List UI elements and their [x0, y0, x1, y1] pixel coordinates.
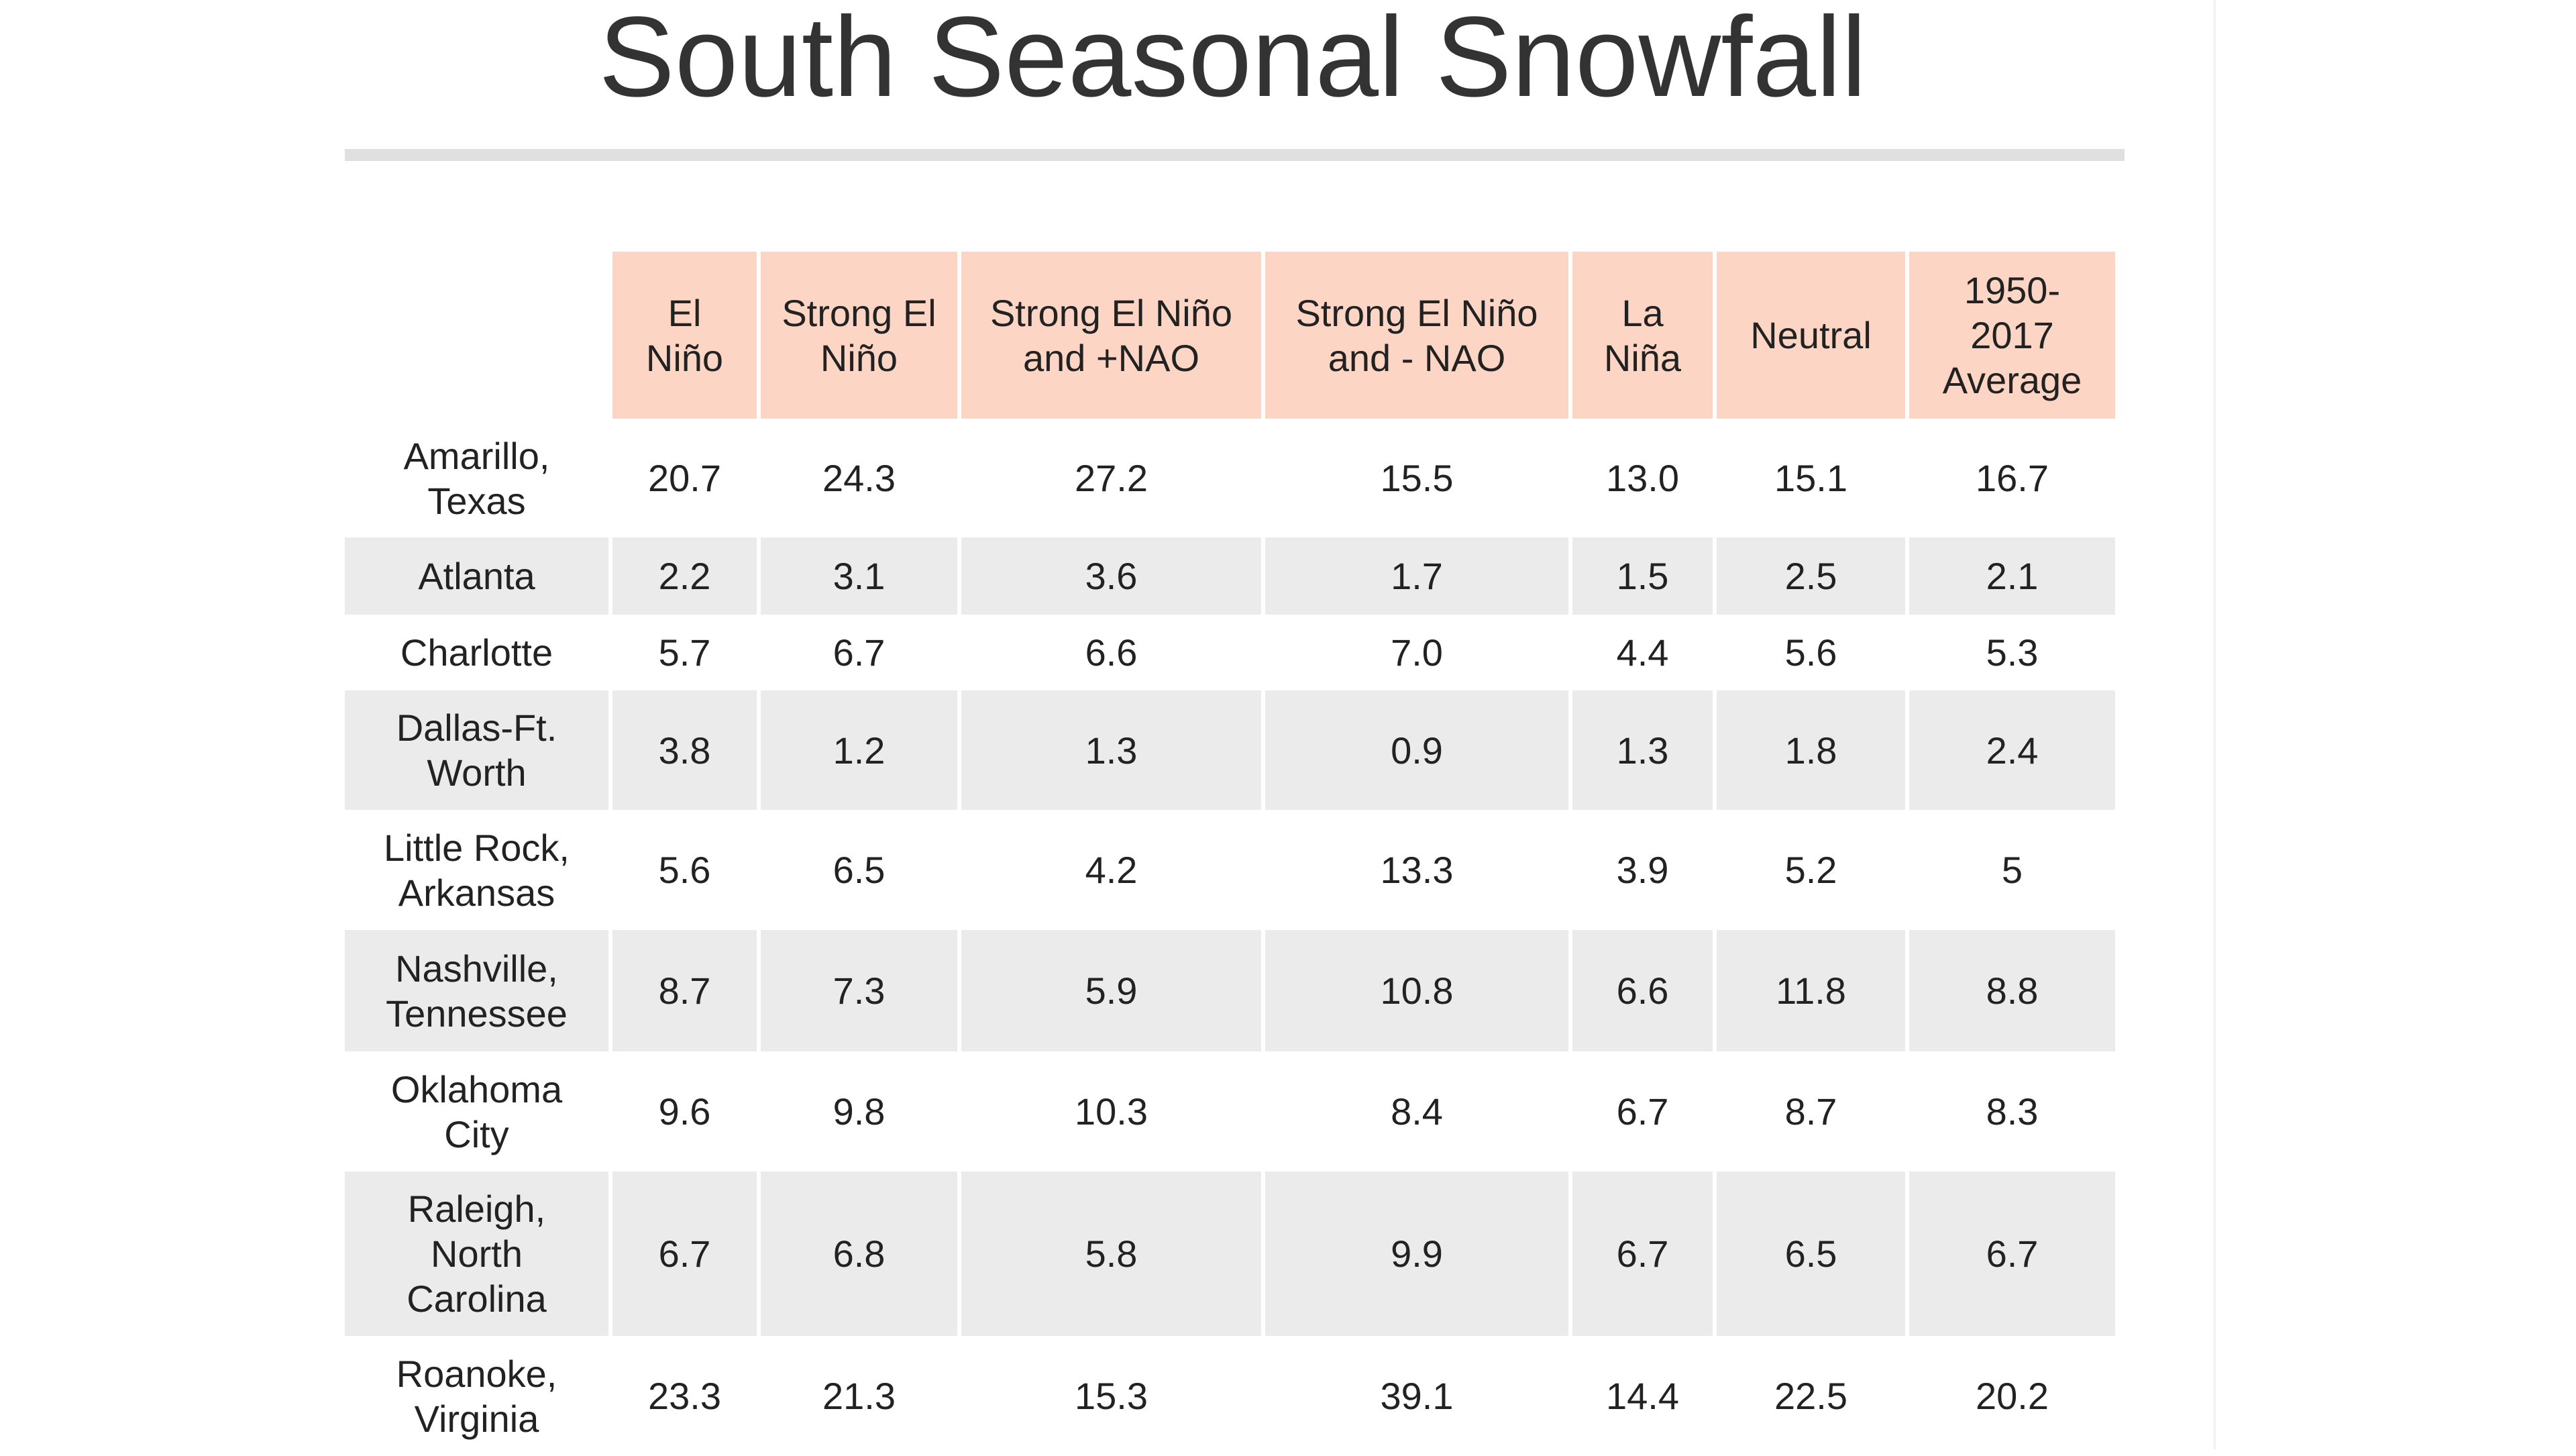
table-cell: 11.8: [1717, 930, 1905, 1051]
table-cell: 3.6: [961, 537, 1261, 615]
table-cell: 6.5: [1717, 1172, 1905, 1336]
table-cell: 2.2: [612, 537, 757, 615]
table-cell: 6.6: [1572, 930, 1713, 1051]
row-label: Oklahoma City: [390, 1068, 563, 1155]
table-cell: 3.1: [761, 537, 957, 615]
table-cell: 9.9: [1265, 1172, 1568, 1336]
table-cell: 15.1: [1774, 457, 1847, 499]
row-label: Amarillo, Texas: [403, 434, 550, 522]
table-cell: 1.7: [1265, 537, 1568, 615]
table-cell: 5.6: [1784, 631, 1837, 674]
table-cell: 8.3: [1986, 1090, 2039, 1133]
table-cell: 1.3: [961, 690, 1261, 810]
table-cell: 1.8: [1717, 690, 1905, 810]
table-cell: 1.5: [1572, 537, 1713, 615]
page-edge: [2214, 0, 2216, 1449]
table-cell: 10.3: [1075, 1090, 1148, 1133]
title: South Seasonal Snowfall: [598, 0, 1867, 121]
table-cell: 6.6: [1085, 631, 1138, 674]
table-cell: 8.7: [612, 930, 757, 1051]
table-cell: 0.9: [1265, 690, 1568, 810]
table-cell: 20.2: [1976, 1375, 2049, 1417]
table-cell: 3.9: [1616, 849, 1669, 891]
table-cell: 21.3: [822, 1375, 896, 1417]
row-label: Atlanta: [345, 537, 608, 615]
table-cell: 5.2: [1784, 849, 1837, 891]
table-cell: 6.7: [612, 1172, 757, 1336]
table-cell: 8.7: [1784, 1090, 1837, 1133]
table-cell: 5.6: [658, 849, 711, 891]
table-cell: 5.8: [961, 1172, 1261, 1336]
table-cell: 10.8: [1265, 930, 1568, 1051]
table-cell: 8.4: [1391, 1090, 1443, 1133]
divider: [345, 149, 2125, 161]
column-header: 1950-2017 Average: [1909, 252, 2115, 419]
table-cell: 1.3: [1572, 690, 1713, 810]
table-cell: 7.3: [761, 930, 957, 1051]
row-label: Roanoke, Virginia: [396, 1352, 557, 1440]
row-label: Nashville, Tennessee: [345, 930, 608, 1051]
table-cell: 13.0: [1606, 457, 1679, 499]
table-cell: 6.5: [833, 849, 885, 891]
table-cell: 5.9: [961, 930, 1261, 1051]
table-cell: 7.0: [1391, 631, 1443, 674]
table-cell: 3.8: [612, 690, 757, 810]
column-header: La Niña: [1572, 252, 1713, 419]
row-label: Dallas-Ft. Worth: [345, 690, 608, 810]
table-cell: 6.7: [1909, 1172, 2115, 1336]
column-header: Strong El Niño and - NAO: [1265, 252, 1568, 419]
table-cell: 5.7: [658, 631, 711, 674]
table-cell: 39.1: [1380, 1375, 1454, 1417]
table-cell: 8.8: [1909, 930, 2115, 1051]
table-cell: 6.7: [833, 631, 885, 674]
column-header: El Niño: [612, 252, 757, 419]
table-cell: 22.5: [1774, 1375, 1847, 1417]
table-cell: 2.4: [1909, 690, 2115, 810]
table-cell: 5: [2001, 849, 2023, 891]
table-cell: 13.3: [1380, 849, 1454, 891]
column-header: Strong El Niño: [761, 252, 957, 419]
table-cell: 4.4: [1616, 631, 1669, 674]
table-cell: 4.2: [1085, 849, 1138, 891]
table-cell: 14.4: [1606, 1375, 1679, 1417]
row-label: Charlotte: [400, 631, 553, 674]
table-cell: 6.7: [1616, 1090, 1669, 1133]
table-cell: 20.7: [648, 457, 721, 499]
row-label: Little Rock, Arkansas: [384, 826, 570, 914]
table-cell: 6.8: [761, 1172, 957, 1336]
table-cell: 15.3: [1075, 1375, 1148, 1417]
table-cell: 2.1: [1909, 537, 2115, 615]
table-cell: 23.3: [648, 1375, 721, 1417]
table-cell: 2.5: [1717, 537, 1905, 615]
table-cell: 1.2: [761, 690, 957, 810]
table-cell: 6.7: [1572, 1172, 1713, 1336]
table-cell: 24.3: [822, 457, 896, 499]
row-label: Raleigh, North Carolina: [345, 1172, 608, 1336]
table-cell: 16.7: [1976, 457, 2049, 499]
column-header: Strong El Niño and +NAO: [961, 252, 1261, 419]
table-cell: 15.5: [1380, 457, 1454, 499]
table-cell: 27.2: [1075, 457, 1148, 499]
table-cell: 9.8: [833, 1090, 885, 1133]
table-cell: 9.6: [658, 1090, 711, 1133]
table-cell: 5.3: [1986, 631, 2039, 674]
column-header: Neutral: [1717, 252, 1905, 419]
